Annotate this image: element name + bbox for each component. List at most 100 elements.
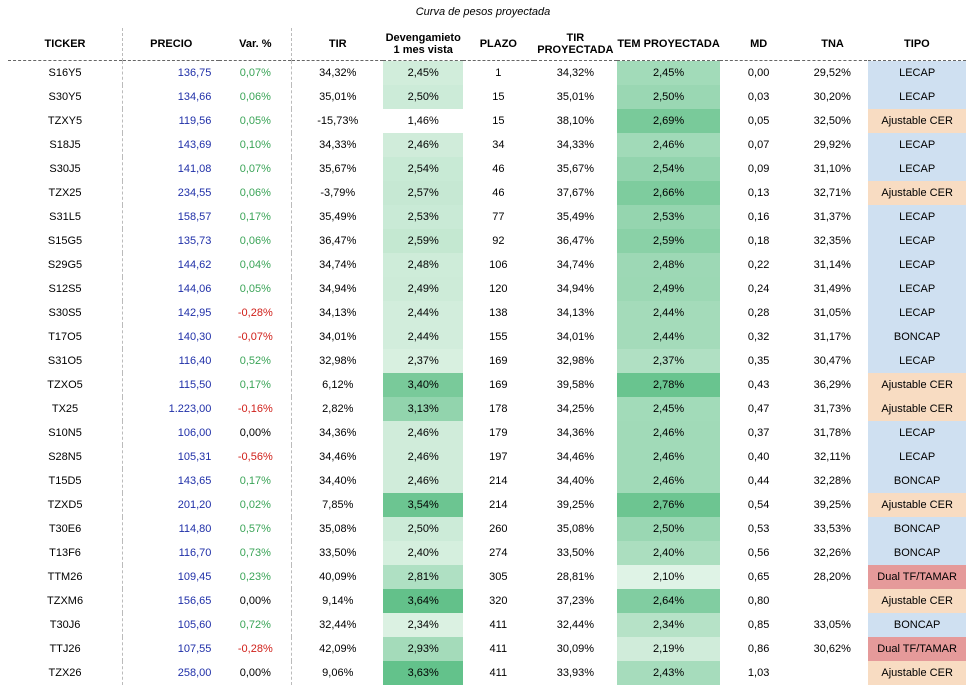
cell-ticker: TZX26	[8, 661, 124, 685]
cell-tna: 33,05%	[813, 619, 851, 631]
cell-devengamiento: 2,44%	[383, 301, 464, 325]
cell-tna: 32,28%	[813, 475, 851, 487]
cell-tir-proyectada: 32,98%	[556, 355, 595, 367]
cell-tem-proyectada: 2,49%	[617, 277, 720, 301]
cell-tir: 34,46%	[319, 451, 357, 463]
table-row: T17O5 140,30 -0,07% 34,01% 2,44% 155 34,01% 2,4…	[8, 325, 966, 349]
cell-md: 0,86	[747, 643, 770, 655]
cell-plazo: 169	[489, 355, 508, 367]
table-caption: Curva de pesos proyectada	[415, 6, 551, 18]
cell-var: 0,57%	[219, 517, 293, 541]
cell-tna: 39,25%	[813, 499, 851, 511]
cell-tir-proyectada: 32,44%	[556, 619, 595, 631]
cell-tipo: Ajustable CER	[867, 589, 966, 613]
cell-tir: -15,73%	[317, 115, 359, 127]
cell-ticker: S31L5	[8, 205, 124, 229]
cell-tem-proyectada: 2,37%	[617, 349, 720, 373]
cell-md: 1,03	[747, 667, 770, 679]
cell-ticker: S28N5	[8, 445, 124, 469]
header-tirp-line1: TIR	[566, 32, 585, 44]
cell-precio: 144,62	[177, 259, 212, 271]
cell-precio: 234,55	[177, 187, 212, 199]
cell-var: 0,17%	[219, 469, 293, 493]
cell-tna: 31,14%	[813, 259, 851, 271]
cell-tem-proyectada: 2,69%	[617, 109, 720, 133]
cell-tipo: LECAP	[867, 277, 966, 301]
cell-md: 0,18	[747, 235, 770, 247]
table-row: TZX26 258,00 0,00% 9,06% 3,63% 411 33,93% 2,43%…	[8, 661, 966, 685]
cell-precio: 141,08	[177, 163, 212, 175]
cell-ticker: S16Y5	[8, 60, 124, 85]
cell-tipo: BONCAP	[867, 469, 966, 493]
cell-precio: 142,95	[177, 307, 212, 319]
table-row: S30Y5 134,66 0,06% 35,01% 2,50% 15 35,01% 2,50%…	[8, 85, 966, 109]
cell-ticker: S10N5	[8, 421, 124, 445]
cell-plazo: 15	[492, 115, 505, 127]
cell-plazo: 320	[489, 595, 508, 607]
cell-tem-proyectada: 2,44%	[617, 325, 720, 349]
cell-tir: 7,85%	[322, 499, 354, 511]
header-tem-proyectada: TEM PROYECTADA	[617, 38, 720, 50]
cell-plazo: 92	[492, 235, 505, 247]
cell-tipo: BONCAP	[867, 325, 966, 349]
cell-tna: 32,35%	[813, 235, 851, 247]
cell-ticker: T15D5	[8, 469, 124, 493]
cell-tna: 32,50%	[813, 115, 851, 127]
cell-plazo: 411	[489, 643, 508, 655]
cell-tem-proyectada: 2,40%	[617, 541, 720, 565]
header-tipo: TIPO	[904, 38, 930, 50]
cell-precio: 143,69	[177, 139, 212, 151]
table-row: TTJ26 107,55 -0,28% 42,09% 2,93% 411 30,09% 2,1…	[8, 637, 966, 661]
cell-tir: 36,47%	[319, 235, 357, 247]
table-row: S30J5 141,08 0,07% 35,67% 2,54% 46 35,67% 2,54%…	[8, 157, 966, 181]
cell-plazo: 77	[492, 211, 505, 223]
cell-tipo: Dual TF/TAMAR	[867, 637, 966, 661]
cell-tir: 34,40%	[319, 475, 357, 487]
cell-ticker: S30Y5	[8, 85, 124, 109]
cell-tir: 33,50%	[319, 547, 357, 559]
cell-tir-proyectada: 35,08%	[556, 523, 595, 535]
cell-ticker: TZXM6	[8, 589, 124, 613]
cell-precio: 116,70	[178, 547, 212, 559]
header-precio: PRECIO	[150, 38, 193, 50]
cell-tir-proyectada: 30,09%	[556, 643, 595, 655]
cell-tipo: LECAP	[867, 445, 966, 469]
cell-precio: 105,31	[177, 451, 212, 463]
table-row: S10N5 106,00 0,00% 34,36% 2,46% 179 34,36% 2,46…	[8, 421, 966, 445]
cell-precio: 140,30	[177, 331, 212, 343]
cell-precio: 144,06	[177, 283, 212, 295]
cell-ticker: T13F6	[8, 541, 124, 565]
cell-ticker: S30J5	[8, 157, 124, 181]
cell-var: -0,28%	[219, 301, 293, 325]
table-row: TZXM6 156,65 0,00% 9,14% 3,64% 320 37,23% 2,64%…	[8, 589, 966, 613]
cell-tem-proyectada: 2,66%	[617, 181, 720, 205]
cell-devengamiento: 2,48%	[383, 253, 464, 277]
cell-tipo: LECAP	[867, 60, 966, 85]
cell-tem-proyectada: 2,50%	[617, 85, 720, 109]
cell-md: 0,65	[747, 571, 770, 583]
cell-tem-proyectada: 2,10%	[617, 565, 720, 589]
cell-tna: 28,20%	[813, 571, 851, 583]
table-row: TTM26 109,45 0,23% 40,09% 2,81% 305 28,81% 2,10…	[8, 565, 966, 589]
cell-var: 0,04%	[219, 253, 293, 277]
cell-devengamiento: 1,46%	[383, 109, 464, 133]
cell-devengamiento: 2,53%	[383, 205, 464, 229]
cell-devengamiento: 2,50%	[383, 85, 464, 109]
cell-tna: 29,92%	[813, 139, 851, 151]
cell-tir: 35,67%	[319, 163, 357, 175]
cell-tir: 34,94%	[319, 283, 357, 295]
cell-plazo: 169	[489, 379, 508, 391]
cell-ticker: S18J5	[8, 133, 124, 157]
header-ticker: TICKER	[8, 28, 124, 61]
cell-tir-proyectada: 38,10%	[556, 115, 595, 127]
cell-tna: 31,73%	[813, 403, 851, 415]
cell-tna: 32,26%	[813, 547, 851, 559]
cell-tna: 31,37%	[813, 211, 851, 223]
cell-devengamiento: 2,49%	[383, 277, 464, 301]
cell-tir: 34,32%	[319, 67, 357, 79]
cell-tir-proyectada: 39,58%	[556, 379, 595, 391]
cell-var: 0,10%	[219, 133, 293, 157]
cell-tir-proyectada: 34,74%	[556, 259, 595, 271]
cell-tipo: LECAP	[867, 301, 966, 325]
cell-md: 0,54	[747, 499, 770, 511]
